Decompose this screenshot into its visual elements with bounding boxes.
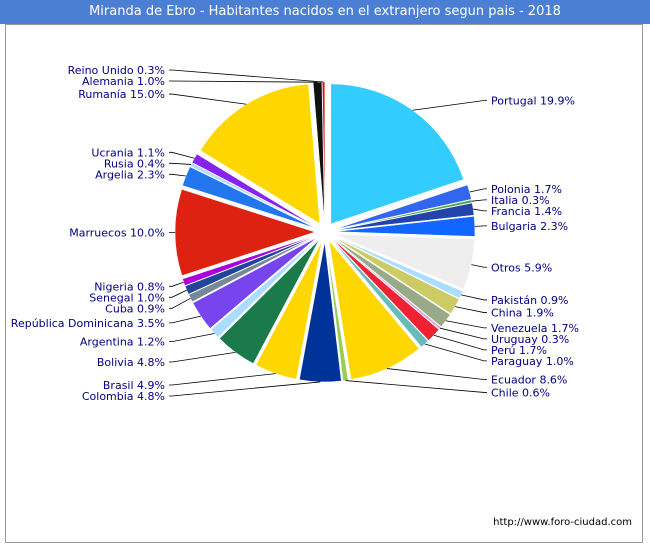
leader-chile: [345, 380, 487, 393]
label-china: China 1.9%: [491, 307, 554, 320]
slice-labels: Portugal 19.9% Polonia 1.7%Italia 0.3%Fra…: [11, 64, 579, 403]
leader-nigeria: [169, 281, 184, 287]
label-uruguay: Uruguay 0.3%: [491, 333, 569, 346]
leader-otros: [471, 264, 487, 268]
label-bulgaria: Bulgaria 2.3%: [491, 220, 568, 233]
slice-rusia: [189, 162, 317, 228]
label-argentina: Argentina 1.2%: [80, 336, 165, 349]
slice-brasil: [255, 241, 322, 380]
source-credit: http://www.foro-ciudad.com: [493, 517, 632, 528]
label-reino-unido: Reino Unido 0.3%: [68, 64, 165, 77]
label-peru: Perú 1.7%: [491, 344, 547, 357]
label-colombia: Colombia 4.8%: [82, 390, 165, 403]
leader-venezuela: [445, 320, 487, 329]
label-ucrania: Ucrania 1.1%: [91, 146, 165, 159]
leader-rusia: [169, 162, 192, 165]
leader-alemania: [169, 80, 318, 83]
leader-paraguay: [424, 343, 487, 362]
leader-francia: [473, 208, 487, 212]
slice-bolivia: [219, 239, 320, 364]
leader-colombia: [169, 381, 321, 397]
chart-title: Miranda de Ebro - Habitantes nacidos en …: [0, 0, 650, 24]
leader-rumania: [169, 93, 247, 105]
label-ecuador: Ecuador 8.6%: [491, 373, 567, 386]
slice-argentina: [210, 238, 318, 338]
leader-reino-unido: [169, 69, 324, 83]
label-rusia: Rusia 0.4%: [104, 157, 165, 170]
slice-portugal: [330, 83, 464, 225]
label-senegal: Senegal 1.0%: [89, 291, 165, 304]
leader-ucrania: [169, 151, 195, 159]
label-brasil: Brasil 4.9%: [103, 379, 165, 392]
leader-italia: [471, 199, 487, 202]
leader-pakistan: [461, 294, 487, 301]
label-marruecos: Marruecos 10.0%: [69, 227, 165, 240]
pie-slices: [174, 81, 476, 383]
leader-portugal: [412, 100, 487, 111]
label-chile: Chile 0.6%: [491, 386, 550, 399]
label-paraguay: Paraguay 1.0%: [491, 355, 574, 368]
slice-pakistan: [333, 235, 464, 299]
slice-colombia: [299, 241, 342, 383]
label-cuba: Cuba 0.9%: [105, 302, 165, 315]
leader-uruguay: [440, 327, 487, 340]
label-argelia: Argelia 2.3%: [95, 168, 165, 181]
leader-argentina: [169, 333, 215, 343]
label-otros: Otros 5.9%: [491, 261, 552, 274]
plot-area: Portugal 19.9% Polonia 1.7% Italia 0.3% Fra…: [5, 24, 643, 543]
leader-republica-dominicana: [169, 315, 201, 324]
leader-ecuador: [386, 368, 487, 380]
label-alemania: Alemania 1.0%: [82, 75, 165, 88]
leader-bolivia: [169, 351, 236, 363]
slice-marruecos: [174, 188, 316, 276]
leader-polonia: [469, 188, 487, 193]
leader-senegal: [169, 289, 187, 298]
label-nigeria: Nigeria 0.8%: [94, 280, 165, 293]
slice-ucrania: [191, 153, 317, 228]
label-pakistan: Pakistán 0.9%: [491, 294, 569, 307]
slice-ecuador: [328, 240, 420, 380]
label-francia: Francia 1.4%: [491, 205, 562, 218]
label-italia: Italia 0.3%: [491, 194, 550, 207]
pie-chart: Portugal 19.9% Polonia 1.7%Italia 0.3%Fra…: [11, 64, 579, 403]
label-polonia: Polonia 1.7%: [491, 183, 562, 196]
slice-chile: [326, 241, 349, 382]
leader-china: [455, 306, 487, 313]
leader-brasil: [169, 373, 276, 386]
leader-cuba: [169, 297, 191, 309]
leader-peru: [433, 334, 487, 351]
label-venezuela: Venezuela 1.7%: [491, 322, 579, 335]
leader-lines: [169, 69, 487, 397]
label-republica-dominicana: República Dominicana 3.5%: [11, 317, 165, 330]
label-rumania: Rumanía 15.0%: [78, 88, 165, 101]
label-bolivia: Bolivia 4.8%: [97, 356, 165, 369]
leader-argelia: [169, 173, 186, 177]
label-portugal: Portugal 19.9%: [491, 95, 575, 108]
